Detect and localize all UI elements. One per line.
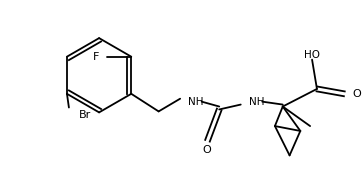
Text: Br: Br — [79, 110, 91, 120]
Text: NH: NH — [188, 97, 203, 107]
Text: O: O — [352, 89, 361, 99]
Text: O: O — [202, 146, 211, 155]
Text: F: F — [93, 52, 99, 62]
Text: HO: HO — [304, 50, 320, 60]
Text: NH: NH — [249, 97, 264, 107]
